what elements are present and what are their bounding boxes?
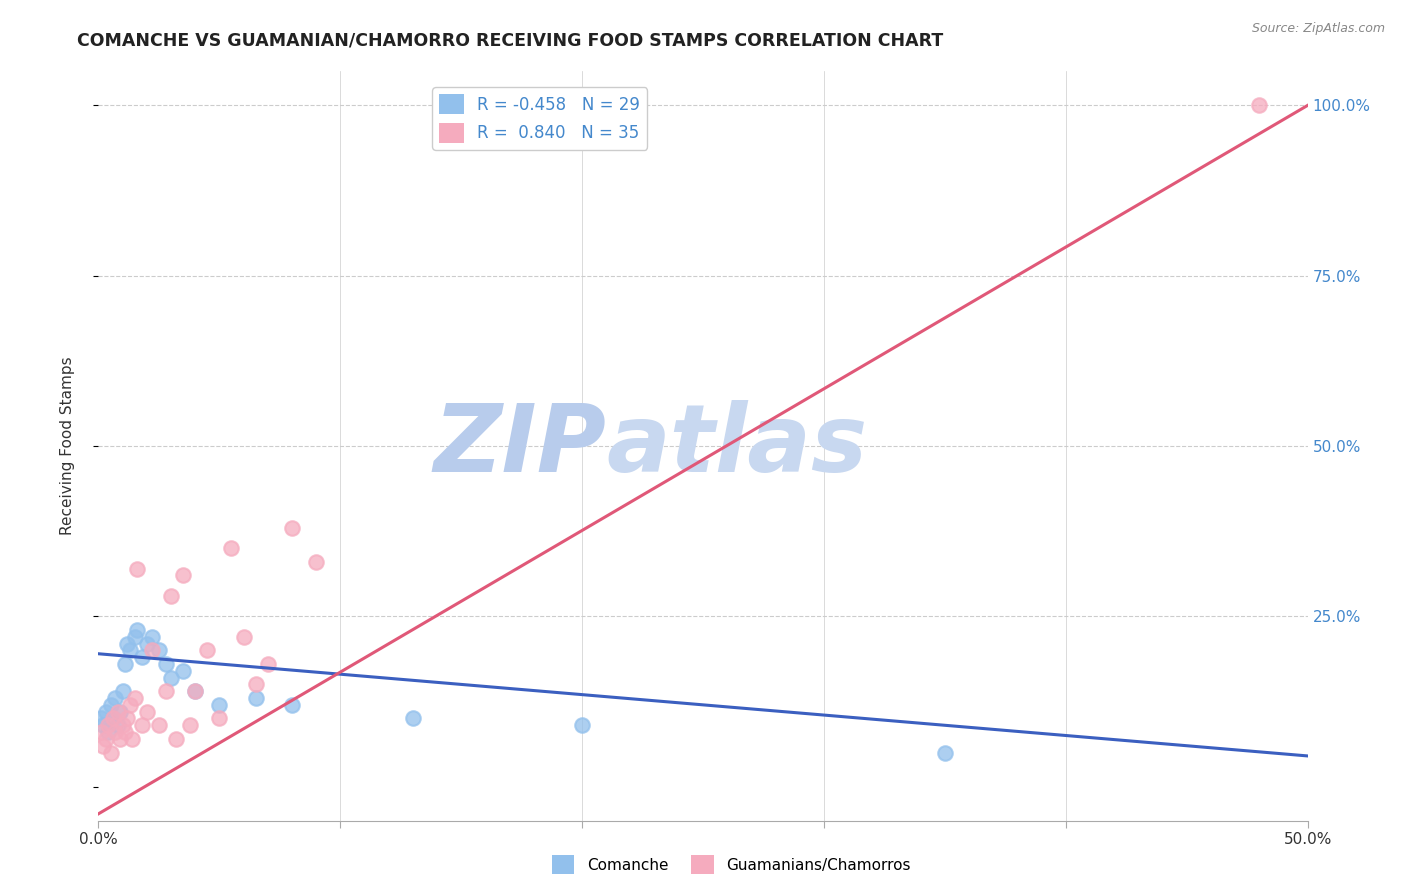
Legend: R = -0.458   N = 29, R =  0.840   N = 35: R = -0.458 N = 29, R = 0.840 N = 35: [433, 87, 647, 150]
Point: [104, 725, 127, 739]
Point: [208, 711, 231, 725]
Point: [179, 718, 201, 732]
Point: [165, 731, 187, 746]
Point: [94, 705, 117, 719]
Point: [97, 718, 120, 732]
Text: Source: ZipAtlas.com: Source: ZipAtlas.com: [1251, 22, 1385, 36]
Point: [104, 691, 127, 706]
Point: [155, 684, 177, 698]
Point: [256, 657, 278, 671]
Y-axis label: Receiving Food Stamps: Receiving Food Stamps: [60, 357, 75, 535]
Point: [281, 521, 304, 535]
Point: [101, 711, 124, 725]
Point: [195, 643, 218, 657]
Point: [141, 643, 163, 657]
Point: [121, 731, 143, 746]
Point: [141, 630, 163, 644]
Point: [305, 555, 328, 569]
Point: [281, 698, 304, 712]
Point: [148, 643, 170, 657]
Point: [108, 731, 131, 746]
Point: [160, 671, 183, 685]
Point: [131, 650, 153, 665]
Point: [118, 643, 141, 657]
Point: [100, 746, 122, 760]
Point: [155, 657, 177, 671]
Point: [160, 589, 183, 603]
Point: [101, 711, 124, 725]
Point: [245, 691, 267, 706]
Point: [117, 636, 139, 650]
Point: [111, 718, 134, 732]
Point: [402, 711, 425, 725]
Point: [172, 568, 194, 582]
Point: [100, 698, 122, 712]
Point: [114, 725, 136, 739]
Point: [127, 561, 149, 575]
Point: [135, 705, 157, 719]
Point: [1249, 98, 1271, 112]
Point: [571, 718, 593, 732]
Point: [117, 711, 139, 725]
Point: [135, 636, 157, 650]
Point: [97, 725, 120, 739]
Point: [124, 691, 146, 706]
Point: [114, 657, 136, 671]
Point: [245, 677, 267, 691]
Point: [94, 731, 117, 746]
Point: [90, 725, 112, 739]
Point: [184, 684, 207, 698]
Point: [124, 630, 146, 644]
Text: ZIP: ZIP: [433, 400, 606, 492]
Text: COMANCHE VS GUAMANIAN/CHAMORRO RECEIVING FOOD STAMPS CORRELATION CHART: COMANCHE VS GUAMANIAN/CHAMORRO RECEIVING…: [77, 31, 943, 49]
Point: [172, 664, 194, 678]
Point: [127, 623, 149, 637]
Point: [111, 684, 134, 698]
Point: [184, 684, 207, 698]
Point: [118, 698, 141, 712]
Point: [107, 705, 129, 719]
Legend: Comanche, Guamanians/Chamorros: Comanche, Guamanians/Chamorros: [546, 849, 917, 880]
Point: [221, 541, 243, 556]
Point: [91, 739, 114, 753]
Point: [90, 711, 112, 725]
Point: [232, 630, 254, 644]
Point: [108, 705, 131, 719]
Point: [208, 698, 231, 712]
Point: [148, 718, 170, 732]
Point: [131, 718, 153, 732]
Text: atlas: atlas: [606, 400, 868, 492]
Point: [91, 718, 114, 732]
Point: [107, 718, 129, 732]
Point: [934, 746, 956, 760]
